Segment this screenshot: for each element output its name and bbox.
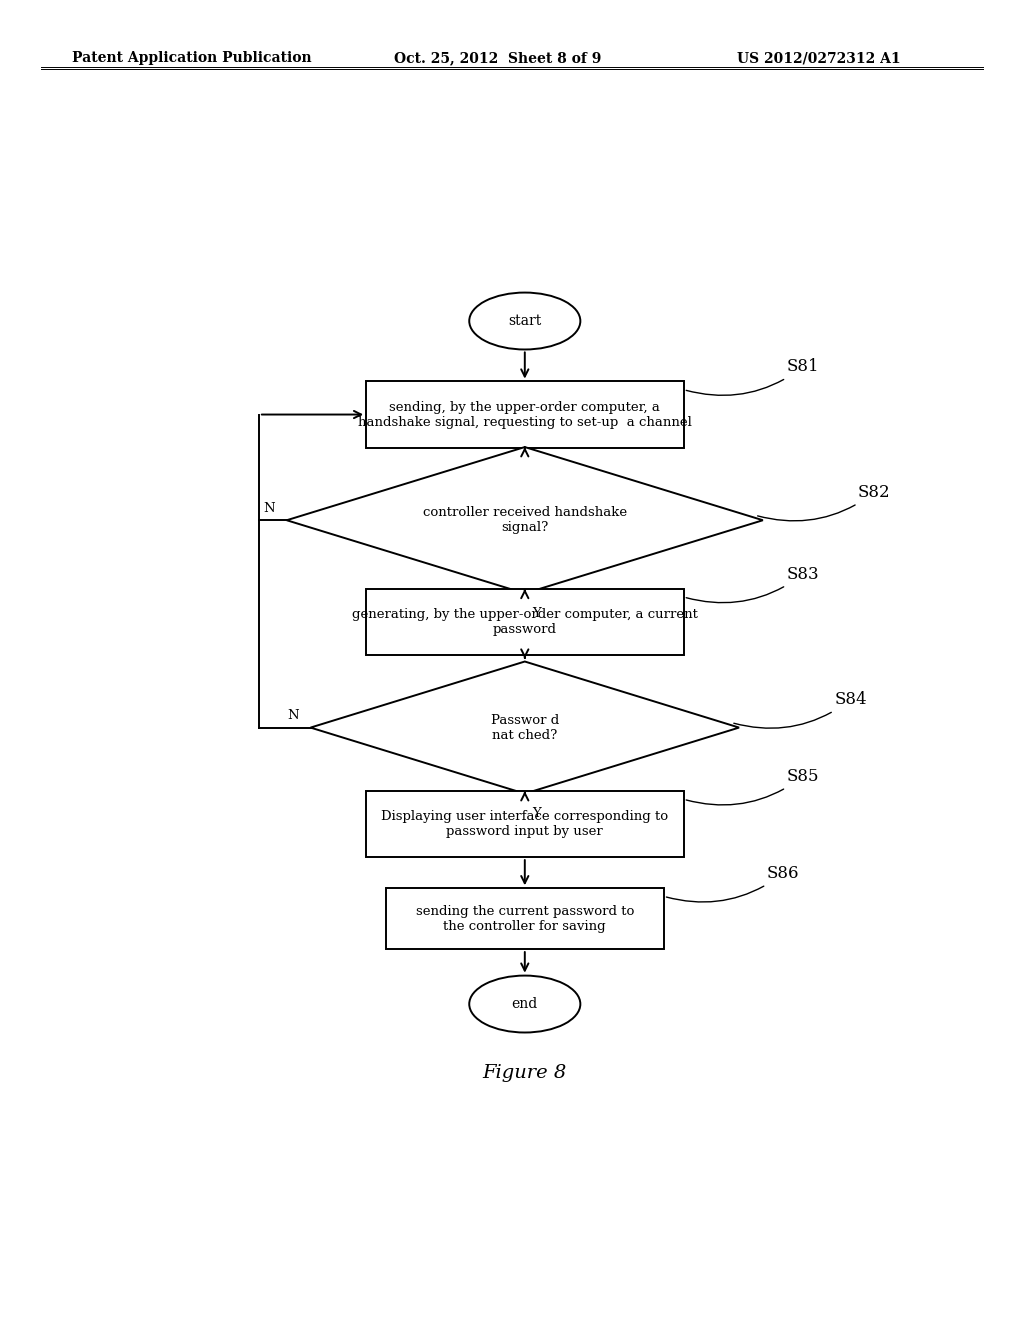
Text: S83: S83 <box>686 566 819 603</box>
Text: Displaying user interface corresponding to
password input by user: Displaying user interface corresponding … <box>381 810 669 838</box>
Text: end: end <box>512 997 538 1011</box>
Text: Oct. 25, 2012  Sheet 8 of 9: Oct. 25, 2012 Sheet 8 of 9 <box>394 51 602 65</box>
Text: N: N <box>287 709 299 722</box>
Bar <box>367 589 684 655</box>
Text: S86: S86 <box>667 865 800 902</box>
Bar <box>367 791 684 857</box>
Bar <box>367 381 684 447</box>
Text: S82: S82 <box>758 484 891 521</box>
Text: Patent Application Publication: Patent Application Publication <box>72 51 311 65</box>
Bar <box>386 888 664 949</box>
Text: Y: Y <box>532 807 541 820</box>
Text: Figure 8: Figure 8 <box>482 1064 567 1082</box>
Text: controller received handshake
signal?: controller received handshake signal? <box>423 507 627 535</box>
Text: Y: Y <box>532 607 541 619</box>
Polygon shape <box>310 661 739 793</box>
Text: US 2012/0272312 A1: US 2012/0272312 A1 <box>737 51 901 65</box>
Text: S85: S85 <box>686 768 819 805</box>
Text: sending the current password to
the controller for saving: sending the current password to the cont… <box>416 904 634 933</box>
Text: S81: S81 <box>686 358 819 396</box>
Text: Passwor d
nat ched?: Passwor d nat ched? <box>490 714 559 742</box>
Text: N: N <box>263 502 274 515</box>
Text: generating, by the upper-order computer, a current
password: generating, by the upper-order computer,… <box>352 609 697 636</box>
Polygon shape <box>287 447 763 594</box>
Text: S84: S84 <box>734 692 867 729</box>
Text: start: start <box>508 314 542 329</box>
Text: sending, by the upper-order computer, a
handshake signal, requesting to set-up  : sending, by the upper-order computer, a … <box>357 400 692 429</box>
